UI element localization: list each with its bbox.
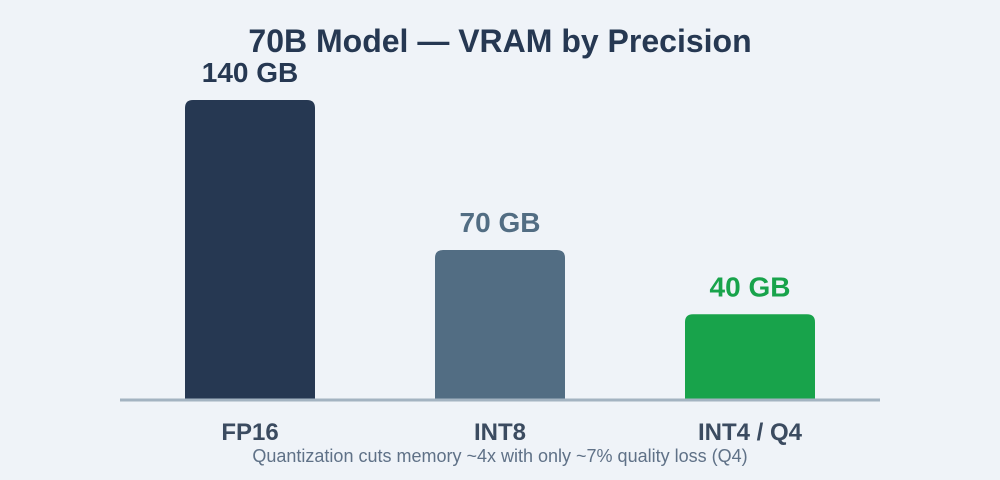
bar-int4-q4 — [685, 314, 815, 400]
bar-fp16 — [185, 100, 315, 400]
category-label: INT8 — [474, 419, 526, 446]
bar-value-label: 140 GB — [202, 57, 299, 88]
chart-title: 70B Model — VRAM by Precision — [248, 23, 751, 59]
bars-group: 140 GB 70 GB 40 GB — [185, 57, 815, 400]
bar-value-label: 70 GB — [460, 207, 541, 238]
category-label: FP16 — [221, 419, 278, 446]
bar-int8 — [435, 250, 565, 400]
category-labels-group: FP16 INT8 INT4 / Q4 — [221, 419, 802, 446]
category-label: INT4 / Q4 — [698, 419, 803, 446]
chart-caption: Quantization cuts memory ~4x with only ~… — [252, 446, 747, 466]
bar-value-label: 40 GB — [710, 271, 791, 302]
